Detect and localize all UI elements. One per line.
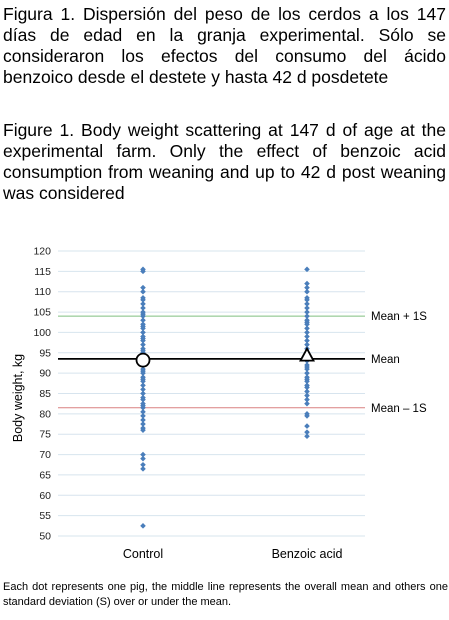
caption-english: Figure 1. Body weight scattering at 147 …	[3, 120, 446, 203]
data-point	[140, 374, 146, 381]
data-point	[140, 366, 146, 372]
data-point	[140, 386, 146, 393]
y-tick-label: 90	[39, 368, 51, 380]
y-tick-label: 105	[33, 307, 51, 319]
y-tick-label: 85	[39, 388, 51, 400]
data-point	[140, 409, 146, 415]
data-point	[304, 370, 310, 376]
data-point	[304, 284, 310, 291]
y-tick-label: 65	[39, 469, 51, 481]
reference-line-label: Mean – 1S	[371, 403, 427, 415]
data-point	[140, 305, 146, 311]
x-category-label: Control	[123, 547, 163, 561]
data-point	[140, 394, 146, 401]
x-category-label: Benzoic acid	[272, 547, 343, 561]
data-point	[140, 421, 146, 427]
scatter-chart: 50 55 60 65 70 75 80 85 90 95 100 105 110 115 120 Mean…	[0, 238, 449, 578]
y-tick-label: 70	[39, 449, 51, 461]
data-point	[304, 429, 310, 435]
data-point	[304, 341, 310, 348]
data-point	[140, 461, 146, 468]
y-tick-label: 80	[39, 408, 51, 420]
y-tick-label: 100	[33, 327, 51, 339]
y-tick-label: 60	[39, 490, 51, 502]
data-point	[140, 425, 146, 431]
data-point	[140, 341, 146, 348]
data-point	[304, 392, 310, 399]
benzoic-acid-mean-marker	[298, 346, 316, 362]
data-point	[140, 288, 146, 295]
y-tick-label: 55	[39, 510, 51, 522]
data-point	[140, 400, 146, 407]
y-tick-label: 95	[39, 347, 51, 359]
data-point	[304, 382, 310, 389]
data-point	[304, 362, 310, 368]
reference-line-label: Mean	[371, 354, 400, 366]
data-point	[304, 333, 310, 340]
data-point	[140, 333, 146, 340]
y-tick-label: 120	[33, 246, 51, 258]
reference-line-label: Mean + 1S	[371, 311, 427, 323]
data-point	[140, 451, 146, 458]
data-point	[140, 390, 146, 397]
y-tick-label: 75	[39, 429, 51, 441]
data-point	[140, 466, 146, 472]
data-point	[140, 413, 146, 419]
data-point	[140, 417, 146, 423]
y-axis-title: Body weight, kg	[11, 354, 25, 442]
data-point	[304, 423, 310, 429]
data-point	[304, 411, 310, 417]
data-point	[304, 433, 310, 440]
data-point	[304, 313, 310, 319]
data-point	[304, 400, 310, 407]
data-point	[304, 280, 310, 287]
data-point	[304, 325, 310, 332]
y-tick-label: 50	[39, 531, 51, 543]
data-point	[304, 305, 310, 311]
data-point	[140, 455, 146, 462]
y-tick-label: 110	[34, 286, 51, 298]
data-point	[140, 523, 146, 529]
data-point	[304, 396, 310, 403]
data-point	[304, 374, 310, 381]
caption-spanish: Figura 1. Dispersión del peso de los cer…	[3, 4, 446, 87]
data-point	[140, 284, 146, 291]
scatter-chart-svg: 50 55 60 65 70 75 80 85 90 95 100 105 110 115 120 Mean…	[11, 246, 427, 562]
control-mean-marker	[135, 352, 151, 368]
data-point	[140, 382, 146, 389]
data-point	[304, 388, 310, 395]
y-tick-label: 115	[34, 266, 51, 278]
footnote: Each dot represents one pig, the middle …	[3, 581, 448, 608]
